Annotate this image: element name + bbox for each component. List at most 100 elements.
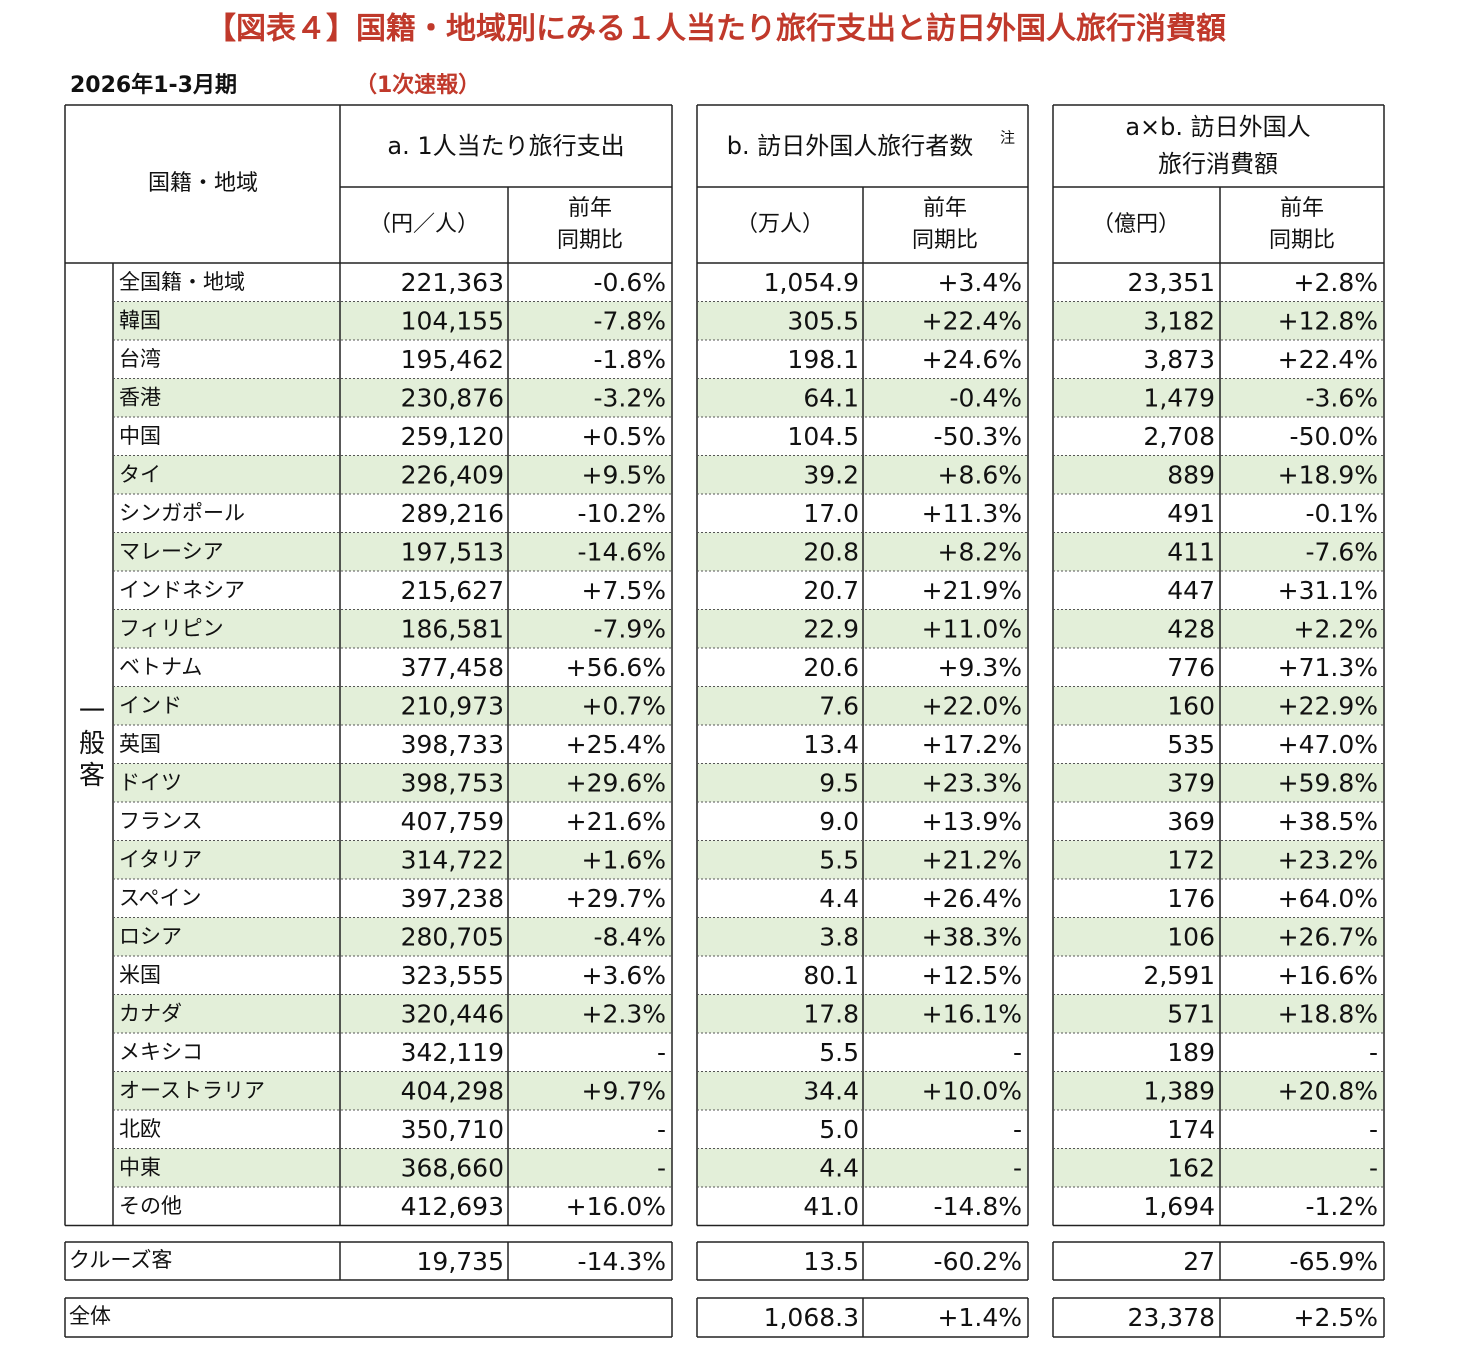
cell: -1.8% <box>593 345 666 374</box>
header-region: 国籍・地域 <box>148 171 258 196</box>
cell: +31.1% <box>1278 576 1378 605</box>
cell: 411 <box>1167 538 1215 567</box>
region-name: 台湾 <box>119 347 161 371</box>
row-shade <box>113 532 672 571</box>
header-yoy: 前年 <box>568 196 612 221</box>
cell: - <box>657 1038 666 1067</box>
row-shade <box>1053 455 1384 494</box>
cell: 369 <box>1167 807 1215 836</box>
region-name: タイ <box>119 463 161 487</box>
region-name: 全国籍・地域 <box>119 270 245 294</box>
cell: 20.8 <box>803 538 859 567</box>
cell: 280,705 <box>401 923 504 952</box>
row-shade <box>113 609 672 648</box>
cell: 174 <box>1167 1115 1215 1144</box>
cell: -0.6% <box>593 268 666 297</box>
cell: -14.3% <box>578 1247 666 1276</box>
cell: 447 <box>1167 576 1215 605</box>
header-note: 注 <box>1000 129 1015 147</box>
cell: -7.8% <box>593 307 666 336</box>
cell: 776 <box>1167 653 1215 682</box>
cell: 2,591 <box>1143 961 1215 990</box>
cell: 3,182 <box>1143 307 1215 336</box>
cell: -50.0% <box>1290 422 1378 451</box>
cell: +22.4% <box>922 307 1022 336</box>
cell: 407,759 <box>401 807 504 836</box>
row-shade <box>1053 686 1384 725</box>
cell: 9.5 <box>819 769 859 798</box>
cell: 106 <box>1167 923 1215 952</box>
cell: +20.8% <box>1278 1077 1378 1106</box>
cell: 230,876 <box>401 384 504 413</box>
region-name: フランス <box>119 809 203 833</box>
region-name: イタリア <box>119 848 202 872</box>
cell: +9.3% <box>938 653 1022 682</box>
cell: - <box>657 1115 666 1144</box>
cell: +11.0% <box>922 615 1022 644</box>
figure-title: 【図表４】国籍・地域別にみる１人当たり旅行支出と訪日外国人旅行消費額 <box>206 12 1226 47</box>
cell: - <box>1369 1154 1378 1183</box>
region-name: 中東 <box>119 1156 161 1180</box>
cell: +9.7% <box>582 1077 666 1106</box>
region-name: 英国 <box>119 732 161 756</box>
cell: 342,119 <box>401 1038 504 1067</box>
region-name: 中国 <box>119 424 161 448</box>
cell: 377,458 <box>401 653 504 682</box>
cell: 4.4 <box>819 884 859 913</box>
cell: +1.6% <box>582 846 666 875</box>
cell: +8.6% <box>938 461 1022 490</box>
status: （1次速報） <box>355 72 480 98</box>
region-name: 全体 <box>69 1304 111 1328</box>
cell: 535 <box>1167 730 1215 759</box>
cell: 314,722 <box>401 846 504 875</box>
cell: 104,155 <box>401 307 504 336</box>
cell: - <box>1013 1038 1022 1067</box>
header-yoy: 前年 <box>923 196 967 221</box>
region-name: インド <box>119 694 182 718</box>
cell: 17.8 <box>803 1000 859 1029</box>
cell: +2.8% <box>1294 268 1378 297</box>
cell: 1,479 <box>1143 384 1215 413</box>
cell: 889 <box>1167 461 1215 490</box>
cell: 368,660 <box>401 1154 504 1183</box>
cell: 2,708 <box>1143 422 1215 451</box>
cell: +0.5% <box>582 422 666 451</box>
region-name: フィリピン <box>119 617 224 641</box>
cell: 7.6 <box>819 692 859 721</box>
cell: 4.4 <box>819 1154 859 1183</box>
cell: 197,513 <box>401 538 504 567</box>
cell: +7.5% <box>582 576 666 605</box>
cell: +9.5% <box>582 461 666 490</box>
row-shade <box>113 1148 672 1187</box>
cell: +59.8% <box>1278 769 1378 798</box>
cell: +0.7% <box>582 692 666 721</box>
region-name: カナダ <box>119 1002 182 1026</box>
cell: 323,555 <box>401 961 504 990</box>
cell: +2.5% <box>1294 1303 1378 1332</box>
cell: - <box>1369 1038 1378 1067</box>
header-yoy: 同期比 <box>557 228 623 253</box>
cell: -60.2% <box>934 1247 1022 1276</box>
cell: 259,120 <box>401 422 504 451</box>
cell: -7.9% <box>593 615 666 644</box>
cell: -0.4% <box>949 384 1022 413</box>
cell: 289,216 <box>401 499 504 528</box>
cell: 397,238 <box>401 884 504 913</box>
cell: -3.2% <box>593 384 666 413</box>
cell: 226,409 <box>401 461 504 490</box>
header-a: a. 1人当たり旅行支出 <box>387 132 624 160</box>
row-shade <box>113 840 672 879</box>
cell: 350,710 <box>401 1115 504 1144</box>
cell: 176 <box>1167 884 1215 913</box>
row-shade <box>113 301 672 340</box>
cell: +1.4% <box>938 1303 1022 1332</box>
cell: +11.3% <box>922 499 1022 528</box>
cell: +47.0% <box>1278 730 1378 759</box>
cell: -10.2% <box>578 499 666 528</box>
row-shade <box>113 378 672 417</box>
cell: +12.8% <box>1278 307 1378 336</box>
row-shade <box>113 994 672 1033</box>
cell: 27 <box>1183 1247 1215 1276</box>
cell: +2.2% <box>1294 615 1378 644</box>
